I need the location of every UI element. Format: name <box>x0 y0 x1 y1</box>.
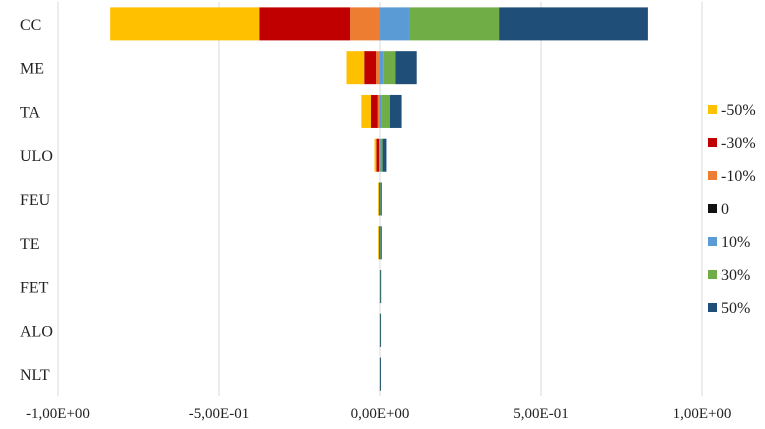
bar-me-minus50pct <box>346 51 365 85</box>
legend-label: 10% <box>721 234 750 251</box>
x-tick-label: 0,00E+00 <box>351 406 410 422</box>
bar-alo-50pct <box>380 313 382 347</box>
bar-me-10pct <box>380 51 384 85</box>
bar-feu-50pct <box>380 182 382 216</box>
bar-fet-minus50pct <box>379 270 381 304</box>
bar-ulo-50pct <box>382 138 387 172</box>
bar-me-minus10pct <box>376 51 380 85</box>
bar-ta-10pct <box>380 94 382 128</box>
legend-swatch <box>708 171 717 180</box>
bar-ulo-minus10pct <box>379 138 380 172</box>
bar-ulo-30pct <box>380 138 383 172</box>
legend-swatch <box>708 237 717 246</box>
category-label: TA <box>20 104 40 121</box>
bar-ta-minus10pct <box>377 94 380 128</box>
x-tick-label: 5,00E-01 <box>513 406 568 422</box>
legend-label: -10% <box>721 168 756 185</box>
bar-ulo-minus50pct <box>374 138 377 172</box>
legend-label: -30% <box>721 135 756 152</box>
bar-feu-minus10pct <box>379 182 381 216</box>
category-label: CC <box>20 17 41 34</box>
bar-ulo-minus30pct <box>376 138 380 172</box>
legend-swatch <box>708 105 717 114</box>
legend-label: -50% <box>721 102 756 119</box>
bar-te-minus50pct <box>378 226 379 260</box>
legend-swatch <box>708 138 717 147</box>
bar-ta-50pct <box>389 94 402 128</box>
category-label: FET <box>20 280 49 297</box>
legend-swatch <box>708 303 717 312</box>
bar-nlt-50pct <box>380 357 381 391</box>
bar-feu-30pct <box>380 182 382 216</box>
legend-label: 50% <box>721 300 750 317</box>
category-label: TE <box>20 236 40 253</box>
bar-te-50pct <box>380 226 382 260</box>
bar-cc-minus10pct <box>350 7 380 41</box>
category-label: ULO <box>20 148 53 165</box>
bar-ta-minus50pct <box>361 94 371 128</box>
legend: -50% -30% -10% 0 10% 30% 50% <box>708 102 756 317</box>
bar-ulo-10pct <box>380 138 381 172</box>
bars <box>110 7 648 391</box>
category-label: ALO <box>20 323 53 340</box>
x-tick-label: -1,00E+00 <box>26 406 90 422</box>
legend-swatch <box>708 270 717 279</box>
bar-nlt-minus50pct <box>379 357 381 391</box>
x-axis-tick-labels: -1,00E+00 -5,00E-01 0,00E+00 5,00E-01 1,00E+… <box>26 406 731 422</box>
bar-cc-30pct <box>409 7 500 41</box>
bar-fet-50pct <box>380 270 382 304</box>
bar-cc-minus30pct <box>259 7 351 41</box>
bar-feu-minus50pct <box>378 182 379 216</box>
category-labels: CC ME TA ULO FEU TE FET ALO NLT <box>20 17 53 384</box>
bar-ta-30pct <box>381 94 390 128</box>
bar-te-minus10pct <box>379 226 381 260</box>
legend-label: 0 <box>721 201 729 218</box>
bar-cc-minus50pct <box>110 7 260 41</box>
bar-me-minus30pct <box>364 51 377 85</box>
x-tick-label: -5,00E-01 <box>189 406 249 422</box>
bar-ta-minus30pct <box>370 94 378 128</box>
bar-me-30pct <box>383 51 396 85</box>
bar-me-50pct <box>395 51 417 85</box>
legend-swatch <box>708 204 717 213</box>
bar-cc-50pct <box>499 7 648 41</box>
legend-label: 30% <box>721 267 750 284</box>
bar-te-30pct <box>380 226 382 260</box>
bar-cc-10pct <box>380 7 410 41</box>
category-label: FEU <box>20 192 51 209</box>
x-tick-label: 1,00E+00 <box>673 406 732 422</box>
category-label: ME <box>20 61 44 78</box>
category-label: NLT <box>20 367 50 384</box>
bar-te-minus30pct <box>378 226 380 260</box>
bar-feu-minus30pct <box>378 182 380 216</box>
